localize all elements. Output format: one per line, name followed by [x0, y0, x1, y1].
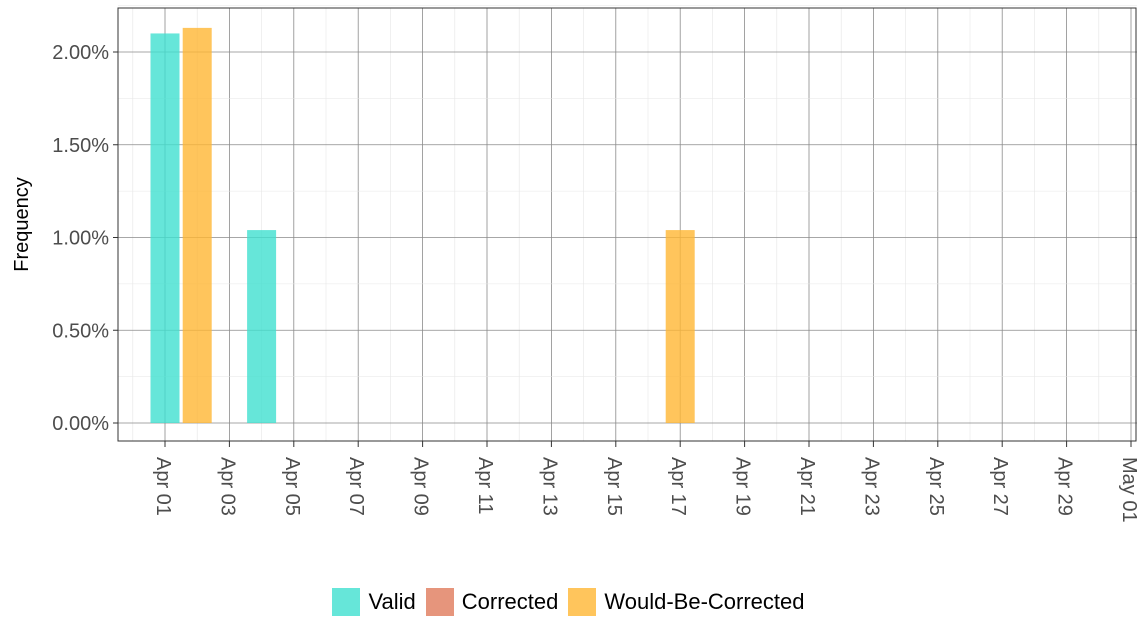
- x-tick-label: Apr 21: [796, 457, 818, 516]
- gridlines: [118, 5, 1137, 441]
- legend: Valid Corrected Would-Be-Corrected: [0, 588, 1137, 616]
- x-tick-label: Apr 25: [925, 457, 947, 516]
- y-tick-label: 1.00%: [52, 228, 109, 250]
- y-tick-label: 0.50%: [52, 320, 109, 342]
- legend-swatch: [425, 588, 454, 616]
- legend-item-would-be-corrected: Would-Be-Corrected: [568, 588, 805, 616]
- panel-border: [117, 7, 1137, 442]
- legend-label: Corrected: [461, 589, 559, 614]
- y-tick-label: 0.00%: [52, 413, 109, 435]
- y-tick-label: 1.50%: [52, 135, 109, 157]
- x-tick-label: Apr 23: [860, 457, 882, 516]
- legend-item-corrected: Corrected: [425, 588, 559, 616]
- y-axis-label: Frequency: [11, 177, 33, 272]
- legend-swatch: [568, 588, 597, 616]
- x-tick-label: Apr 15: [603, 457, 625, 516]
- x-tick-label: Apr 13: [538, 457, 560, 516]
- x-tick-label: Apr 17: [667, 457, 689, 516]
- bar-would-be-corrected: [182, 27, 212, 423]
- x-tick-label: Apr 29: [1054, 457, 1076, 516]
- bar-valid: [150, 33, 180, 423]
- legend-item-valid: Valid: [332, 588, 416, 616]
- x-tick-label: Apr 09: [410, 457, 432, 516]
- x-axis: Apr 01 Apr 03 Apr 05 Apr 07 Apr 09 Apr 11 Apr …: [152, 441, 1137, 523]
- legend-label: Valid: [368, 589, 416, 614]
- x-tick-label: Apr 19: [732, 457, 754, 516]
- x-tick-label: Apr 11: [474, 457, 496, 514]
- x-tick-label: Apr 07: [345, 457, 367, 516]
- x-tick-label: Apr 05: [281, 457, 303, 516]
- y-axis: 0.00% 0.50% 1.00% 1.50% 2.00%: [52, 42, 118, 435]
- bars: [150, 27, 695, 423]
- legend-swatch: [332, 588, 361, 616]
- x-tick-label: Apr 01: [152, 457, 174, 516]
- x-tick-label: Apr 03: [216, 457, 238, 516]
- y-tick-label: 2.00%: [52, 42, 109, 64]
- legend-label: Would-Be-Corrected: [604, 589, 805, 614]
- bar-would-be-corrected: [665, 230, 695, 423]
- x-tick-label: Apr 27: [989, 457, 1011, 516]
- x-tick-label: May 01: [1118, 457, 1137, 523]
- bar-valid: [247, 230, 277, 423]
